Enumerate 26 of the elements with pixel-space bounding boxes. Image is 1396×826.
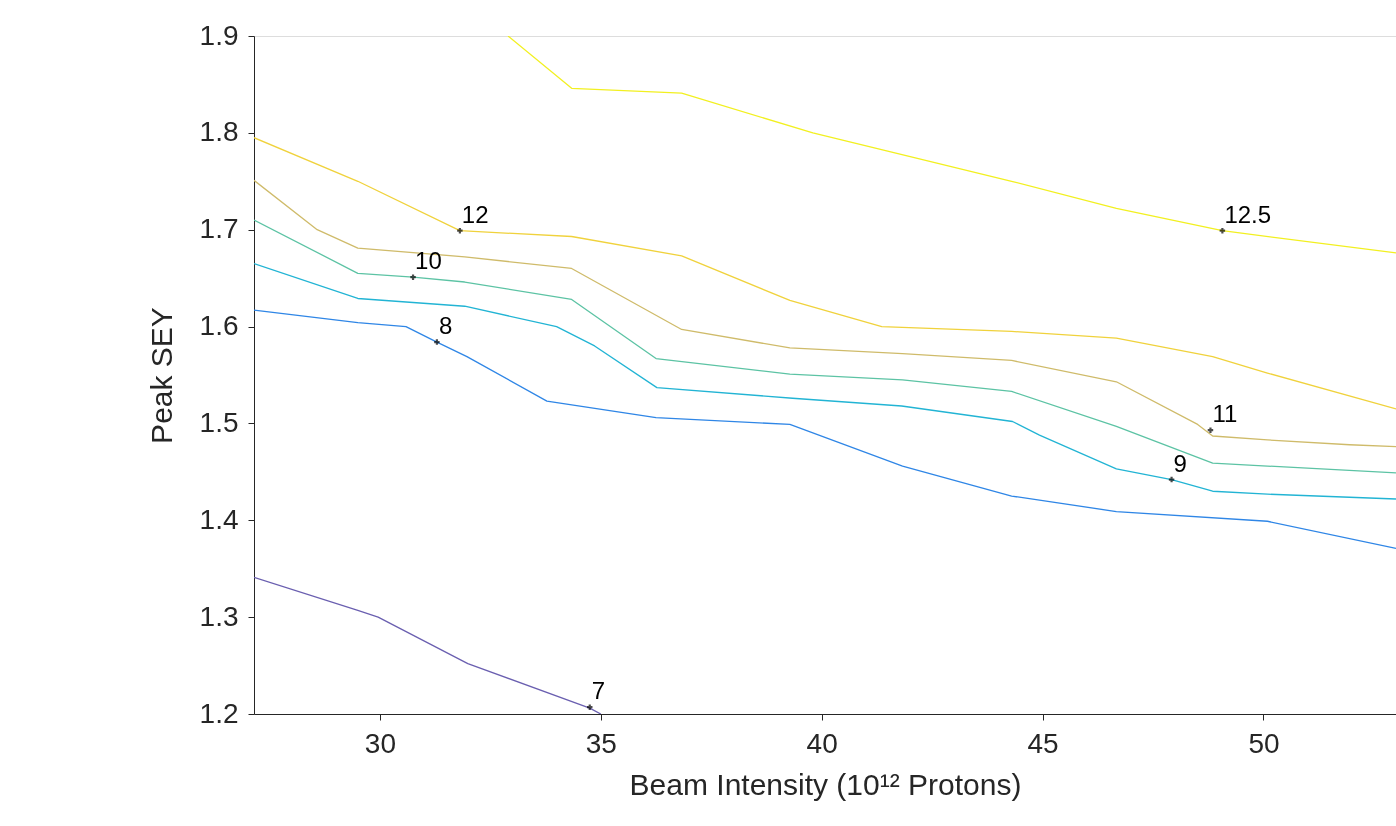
y-tick-label: 1.2 [199,697,239,729]
y-tick-label: 1.4 [199,503,239,535]
line-series [254,179,1396,448]
line-series [507,36,1396,254]
line-series [254,576,602,714]
y-tick-label: 1.6 [199,310,239,342]
x-axis-title: Beam Intensity (10¹² Protons) [629,767,1022,801]
y-tick-label: 1.9 [199,19,239,51]
x-tick-label: 35 [585,727,617,759]
x-tick-label: 50 [1248,727,1280,759]
y-axis-title: Peak SEY [144,307,178,444]
line-series [254,309,1396,550]
y-tick-label: 1.5 [199,406,239,438]
annotation: 7 [591,677,606,705]
x-tick-label: 45 [1027,727,1059,759]
annotation: 8 [438,312,453,340]
annotation: 9 [1173,449,1187,477]
annotation: 11 [1212,400,1238,428]
x-tick-label: 40 [806,727,838,759]
annotation: 12.5 [1224,200,1272,228]
y-tick-label: 1.3 [199,600,239,632]
annotation: 12 [461,200,489,228]
annotation: 10 [415,247,442,275]
y-tick-label: 1.8 [199,116,239,148]
x-tick-label: 30 [364,727,396,759]
y-tick-label: 1.7 [199,213,239,245]
